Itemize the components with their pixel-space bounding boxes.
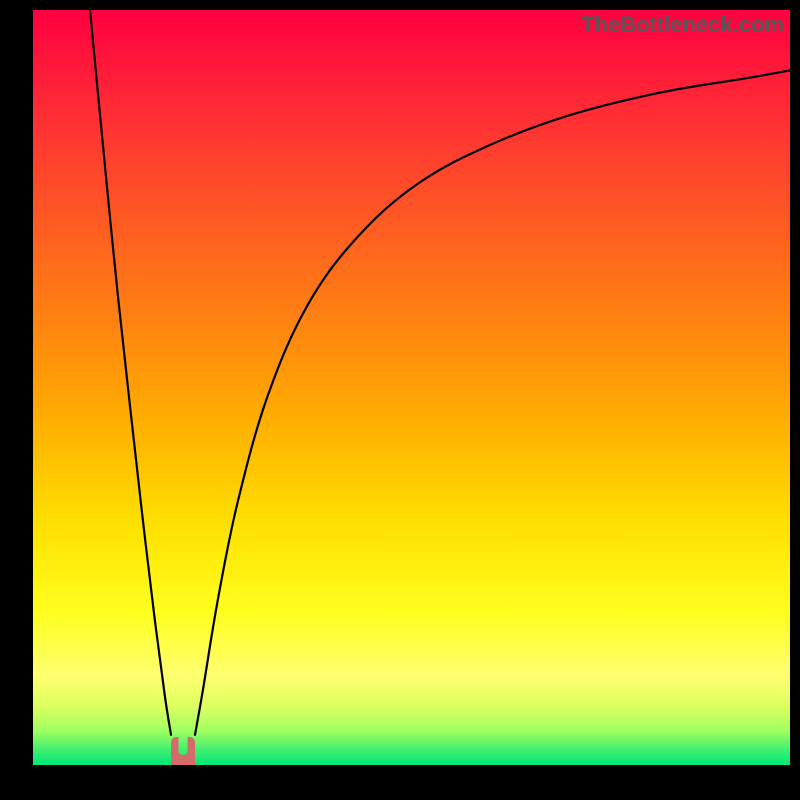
bottleneck-curve-left [90,10,171,735]
bottleneck-curve-right [195,70,790,734]
watermark-text: TheBottleneck.com [581,12,784,38]
valley-marker [171,737,195,765]
plot-area [33,10,790,765]
curves-layer [33,10,790,765]
